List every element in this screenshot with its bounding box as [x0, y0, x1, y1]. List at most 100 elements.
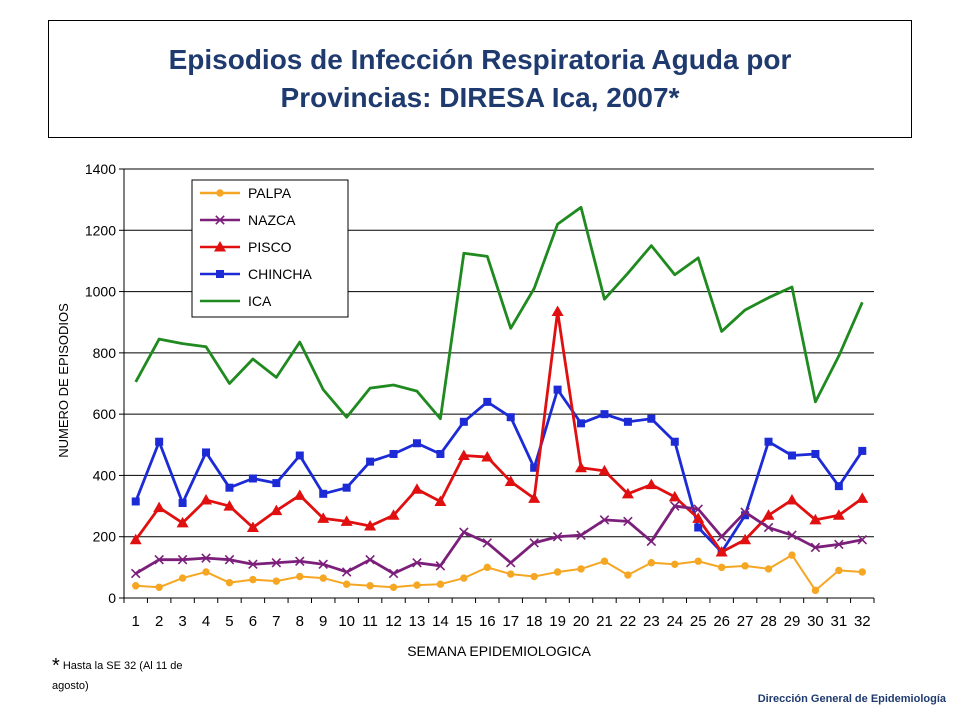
- credit-text: Dirección General de Epidemiología: [757, 693, 946, 705]
- y-tick-label: 200: [93, 529, 117, 545]
- point-chincha: [412, 439, 421, 448]
- x-tick-label: 21: [596, 613, 613, 630]
- point-palpa: [835, 566, 843, 575]
- point-pisco: [598, 464, 611, 476]
- point-palpa: [366, 582, 374, 590]
- footnote: * Hasta la SE 32 (Al 11 de agosto): [52, 656, 212, 696]
- point-chincha: [436, 449, 445, 458]
- point-chincha: [858, 446, 867, 455]
- y-tick-label: 400: [93, 467, 117, 483]
- point-chincha: [202, 448, 211, 457]
- point-chincha: [178, 499, 187, 508]
- point-pisco: [293, 489, 306, 500]
- legend-marker-palpa: [216, 189, 224, 197]
- x-tick-label: 5: [225, 613, 233, 630]
- point-palpa: [436, 580, 445, 588]
- x-tick-label: 26: [713, 613, 730, 630]
- point-nazca: [412, 557, 422, 568]
- series-line-palpa: [135, 554, 863, 592]
- point-palpa: [202, 568, 210, 576]
- point-pisco: [340, 515, 353, 526]
- point-palpa: [600, 557, 609, 565]
- x-tick-label: 8: [296, 613, 304, 630]
- point-nazca: [834, 539, 844, 550]
- title-box: Episodios de Infección Respiratoria Agud…: [48, 20, 912, 138]
- point-chincha: [741, 511, 750, 520]
- point-chincha: [248, 474, 257, 483]
- chart-title-line1: Episodios de Infección Respiratoria Agud…: [168, 44, 792, 75]
- point-pisco: [317, 512, 330, 523]
- x-tick-label: 23: [643, 613, 660, 630]
- legend-marker-nazca: [215, 215, 225, 225]
- legend-marker-pisco: [214, 241, 226, 252]
- point-pisco: [129, 533, 142, 545]
- point-chincha: [342, 483, 351, 492]
- point-nazca: [670, 501, 680, 511]
- point-pisco: [668, 490, 681, 502]
- point-chincha: [366, 457, 375, 466]
- point-nazca: [154, 554, 164, 565]
- legend-label-palpa: PALPA: [248, 185, 292, 201]
- point-pisco: [364, 519, 377, 531]
- point-nazca: [576, 530, 586, 540]
- point-chincha: [577, 419, 586, 428]
- point-pisco: [504, 475, 517, 487]
- legend-label-pisco: PISCO: [248, 239, 292, 255]
- point-chincha: [225, 483, 234, 492]
- series-palpa: [132, 551, 866, 595]
- point-palpa: [530, 572, 538, 581]
- point-palpa: [577, 565, 585, 573]
- point-nazca: [599, 515, 610, 525]
- point-nazca: [177, 554, 188, 565]
- point-pisco: [762, 509, 775, 520]
- legend-label-chincha: CHINCHA: [248, 266, 312, 282]
- x-tick-label: 11: [362, 613, 378, 630]
- chart-title-line2: Provincias: DIRESA Ica, 2007*: [280, 82, 680, 113]
- point-chincha: [483, 397, 492, 406]
- point-nazca: [552, 531, 563, 542]
- x-tick-label: 27: [737, 613, 754, 630]
- x-tick-label: 2: [155, 613, 163, 630]
- point-pisco: [200, 493, 213, 505]
- point-pisco: [270, 504, 283, 516]
- point-chincha: [553, 385, 562, 394]
- point-pisco: [153, 501, 166, 513]
- point-palpa: [858, 568, 866, 576]
- y-axis-label: NUMERO DE EPISODIOS: [56, 303, 71, 458]
- legend-label-nazca: NAZCA: [248, 212, 296, 228]
- point-chincha: [155, 437, 164, 446]
- point-palpa: [764, 565, 773, 573]
- point-pisco: [223, 500, 236, 511]
- point-pisco: [856, 492, 869, 503]
- footnote-text: Hasta la SE 32 (Al 11 de agosto): [52, 660, 183, 692]
- x-tick-label: 13: [409, 613, 426, 630]
- x-tick-label: 17: [502, 613, 519, 630]
- point-chincha: [787, 451, 796, 460]
- x-tick-label: 24: [666, 613, 683, 630]
- point-nazca: [201, 553, 211, 563]
- x-tick-label: 29: [784, 613, 801, 630]
- point-palpa: [413, 581, 421, 589]
- point-palpa: [671, 560, 679, 568]
- point-chincha: [459, 417, 468, 426]
- point-nazca: [716, 531, 727, 542]
- footnote-star: *: [52, 655, 60, 677]
- x-tick-label: 7: [272, 613, 280, 630]
- point-palpa: [811, 586, 820, 595]
- series-nazca: [130, 501, 868, 579]
- point-nazca: [810, 542, 821, 553]
- point-nazca: [341, 567, 352, 577]
- point-nazca: [130, 568, 141, 579]
- y-tick-label: 1000: [85, 284, 116, 300]
- point-pisco: [457, 449, 470, 461]
- point-pisco: [528, 492, 541, 503]
- x-tick-label: 19: [549, 613, 566, 630]
- point-palpa: [249, 575, 257, 584]
- x-tick-label: 20: [573, 613, 590, 630]
- point-nazca: [388, 568, 399, 579]
- point-chincha: [670, 437, 679, 446]
- y-tick-label: 1400: [85, 161, 116, 177]
- series-ica: [134, 205, 864, 421]
- point-pisco: [176, 516, 189, 528]
